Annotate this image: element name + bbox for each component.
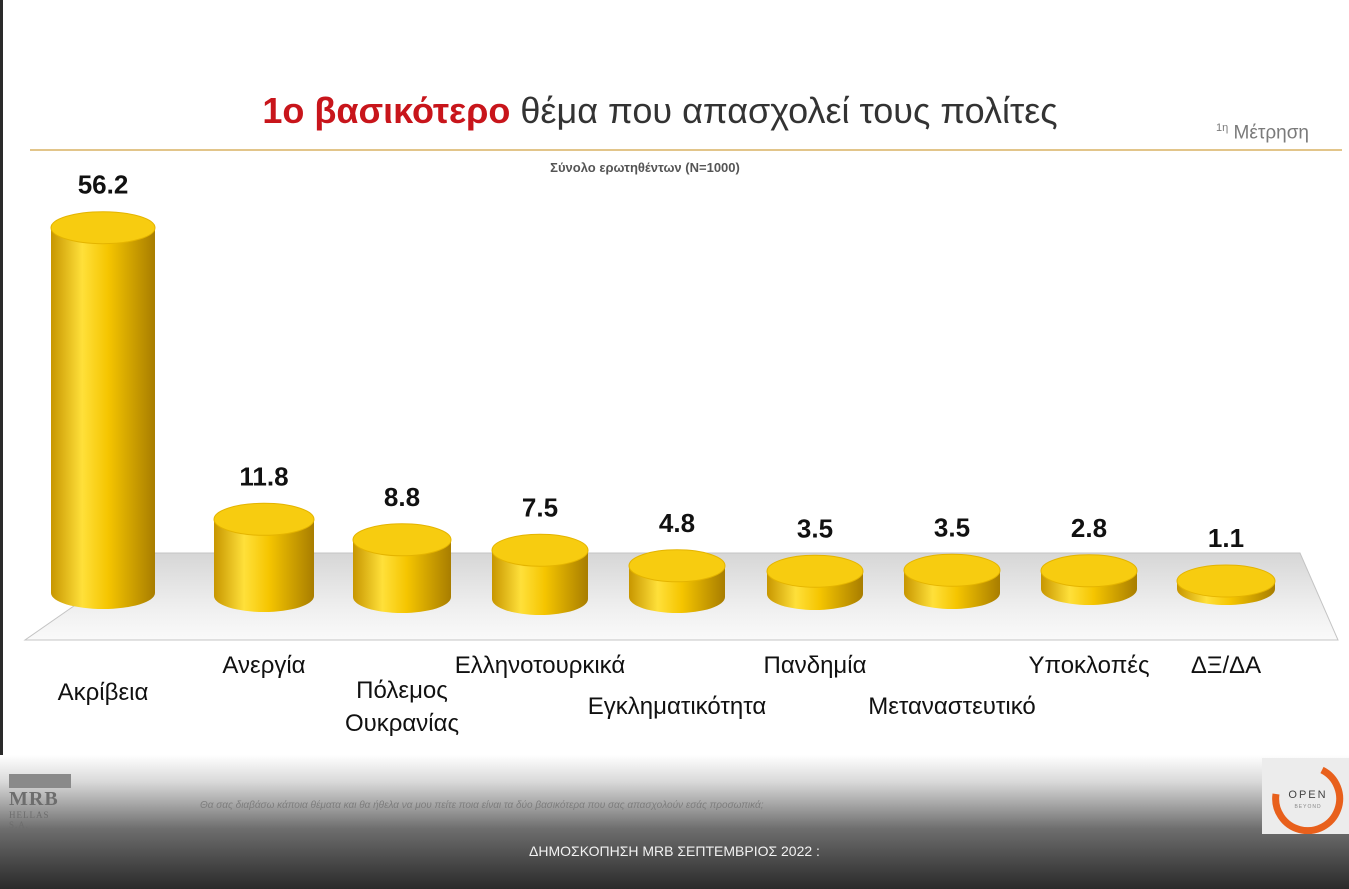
open-logo-subtext: BEYOND [1294, 804, 1321, 810]
measurement-label: 1η Μέτρηση [1216, 122, 1309, 144]
bar-1 [51, 227, 155, 609]
bar-4 [492, 550, 588, 615]
title-rest: θέμα που απασχολεί τους πολίτες [510, 90, 1058, 131]
measurement-ordinal: 1η [1216, 122, 1229, 134]
open-logo: OPEN BEYOND [1262, 758, 1349, 835]
data-label-3: 8.8 [384, 482, 420, 512]
window-edge [0, 0, 3, 889]
survey-source: ΔΗΜΟΣΚΟΠΗΣΗ MRB ΣΕΠΤΕΜΒΡΙΟΣ 2022 : [529, 843, 820, 859]
bar-top-6 [766, 554, 864, 588]
data-label-1: 56.2 [78, 170, 129, 200]
bar-top-1 [50, 211, 156, 245]
title-highlight: 1ο βασικότερο [262, 90, 511, 131]
category-label-7: Μεταναστευτικό [868, 693, 1036, 720]
mrb-logo-text: MRB [9, 788, 59, 810]
footer-band [0, 755, 1349, 889]
data-label-5: 4.8 [659, 508, 695, 538]
bar-top-8 [1040, 554, 1138, 588]
category-label-3: Πόλεμος Ουκρανίας [345, 677, 459, 737]
category-label-1: Ακρίβεια [58, 679, 149, 706]
chart-title: 1ο βασικότερο θέμα που απασχολεί τους πο… [0, 90, 1320, 132]
bar-2 [214, 519, 314, 612]
title-divider [30, 149, 1342, 151]
category-label-2: Ανεργία [222, 652, 305, 679]
data-label-4: 7.5 [522, 492, 558, 522]
category-label-5: Εγκληματικότητα [588, 693, 767, 720]
survey-question: Θα σας διαβάσω κάποια θέματα και θα ήθελ… [200, 800, 764, 811]
bar-top-9 [1176, 564, 1276, 598]
mrb-logo: MRB HELLAS S.A. [9, 774, 71, 830]
bar-top-7 [903, 553, 1001, 587]
data-label-2: 11.8 [239, 461, 288, 491]
bar-top-5 [628, 549, 726, 583]
data-label-8: 2.8 [1071, 513, 1107, 543]
bar-chart: 56.2 Ακρίβεια 11.8 Ανεργία 8.8 Πόλεμος Ουκρανί… [23, 170, 1339, 737]
category-label-8: Υποκλοπές [1028, 652, 1149, 679]
open-logo-mark: OPEN BEYOND [1272, 766, 1344, 835]
category-label-6: Πανδημία [764, 652, 867, 679]
open-logo-text: OPEN [1288, 789, 1327, 801]
measurement-text: Μέτρηση [1228, 122, 1309, 144]
category-label-4: Ελληνοτουρκικά [455, 652, 626, 679]
data-label-9: 1.1 [1208, 523, 1244, 553]
chart-subtitle: Σύνολο ερωτηθέντων (Ν=1000) [550, 160, 740, 175]
mrb-logo-bar [9, 774, 71, 788]
category-label-9: ΔΞ/ΔΑ [1191, 652, 1261, 679]
bar-top-2 [213, 502, 315, 536]
bar-top-3 [352, 523, 452, 557]
open-logo-arc [1272, 766, 1344, 835]
bar-top-4 [491, 533, 589, 567]
data-label-6: 3.5 [797, 513, 833, 543]
data-label-7: 3.5 [934, 512, 970, 542]
mrb-logo-subtext: HELLAS S.A. [9, 810, 50, 830]
bar-3 [353, 539, 451, 613]
